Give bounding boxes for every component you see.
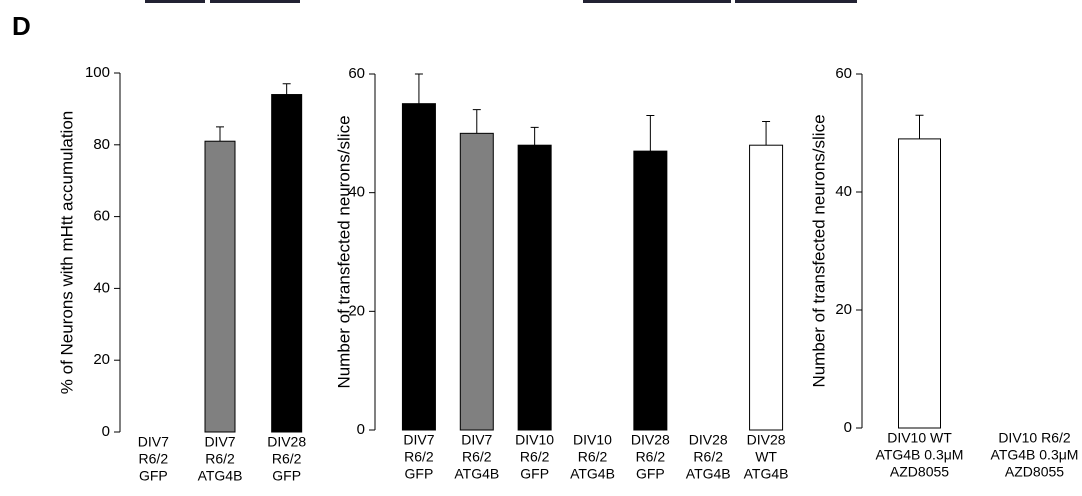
y-tick-label: 60 [93,208,110,225]
panel-label: D [12,11,31,41]
y-axis-label: Number of transfected neurons/slice [809,114,828,387]
error-bar [415,74,423,104]
x-tick-label: DIV7 [461,432,492,448]
x-tick-label: DIV28 [747,432,786,448]
x-tick-label: DIV28 [689,432,728,448]
x-tick-label: DIV28 [631,432,670,448]
x-tick-label: WT [755,449,777,465]
image-strip [583,0,731,3]
bar [518,145,551,430]
y-tick-label: 0 [844,419,852,436]
y-tick-label: 20 [835,301,852,318]
x-tick-label: DIV7 [204,434,235,450]
x-tick-label: DIV28 [267,434,306,450]
x-tick-label: GFP [520,466,549,482]
x-tick-label: ATG4B 0.3μM [991,447,1079,463]
x-tick-label: ATG4B [686,466,731,482]
x-tick-label: AZD8055 [890,464,949,480]
bar [272,95,302,432]
y-tick-label: 80 [93,136,110,153]
y-tick-label: 20 [93,351,110,368]
y-tick-label: 60 [835,65,852,82]
x-tick-label: R6/2 [693,449,723,465]
x-tick-label: ATG4B [198,468,243,484]
x-tick-label: DIV10 R6/2 [998,430,1071,446]
x-tick-label: R6/2 [520,449,550,465]
x-tick-label: R6/2 [205,451,235,467]
figure: D 0 20 40 60 80 100 % of Neurons with mHtt acc… [0,0,1082,496]
error-bar [473,110,481,134]
page: D 0 20 40 60 80 100 % of Neurons with mHtt acc… [0,0,1082,496]
x-tick-label: R6/2 [636,449,666,465]
x-tick-label: ATG4B [744,466,789,482]
bar [899,139,941,428]
x-tick-label: R6/2 [462,449,492,465]
bar [750,145,783,430]
y-axis-label: Number of transfected neurons/slice [334,115,353,388]
bar [634,151,667,430]
x-tick-label: DIV7 [138,434,169,450]
image-strip [735,0,857,3]
y-tick-label: 0 [102,423,110,440]
x-tick-label: ATG4B 0.3μM [876,447,964,463]
x-tick-label: GFP [272,468,301,484]
x-tick-label: R6/2 [578,449,608,465]
error-bar [216,127,224,141]
image-strip [210,0,300,3]
x-tick-label: DIV10 WT [887,430,952,446]
bar [205,141,235,432]
y-axis-label: % of Neurons with mHtt accumulation [57,111,76,394]
y-tick-label: 60 [348,65,365,82]
bar [402,104,435,430]
x-tick-label: R6/2 [139,451,169,467]
error-bar [762,121,770,145]
x-tick-label: GFP [636,466,665,482]
bar [460,133,493,430]
x-tick-label: GFP [139,468,168,484]
x-tick-label: AZD8055 [1005,464,1064,480]
x-tick-label: GFP [405,466,434,482]
x-tick-label: DIV7 [403,432,434,448]
error-bar [283,84,291,95]
x-tick-label: R6/2 [272,451,302,467]
error-bar [531,127,539,145]
x-tick-label: DIV10 [573,432,612,448]
y-tick-label: 40 [93,279,110,296]
y-tick-label: 100 [85,64,110,81]
x-tick-label: R6/2 [404,449,434,465]
x-tick-label: ATG4B [570,466,615,482]
error-bar [646,116,654,152]
image-strip [145,0,205,3]
error-bar [916,115,924,139]
y-tick-label: 40 [835,183,852,200]
x-tick-label: ATG4B [454,466,499,482]
x-tick-label: DIV10 [515,432,554,448]
y-tick-label: 0 [357,421,365,438]
